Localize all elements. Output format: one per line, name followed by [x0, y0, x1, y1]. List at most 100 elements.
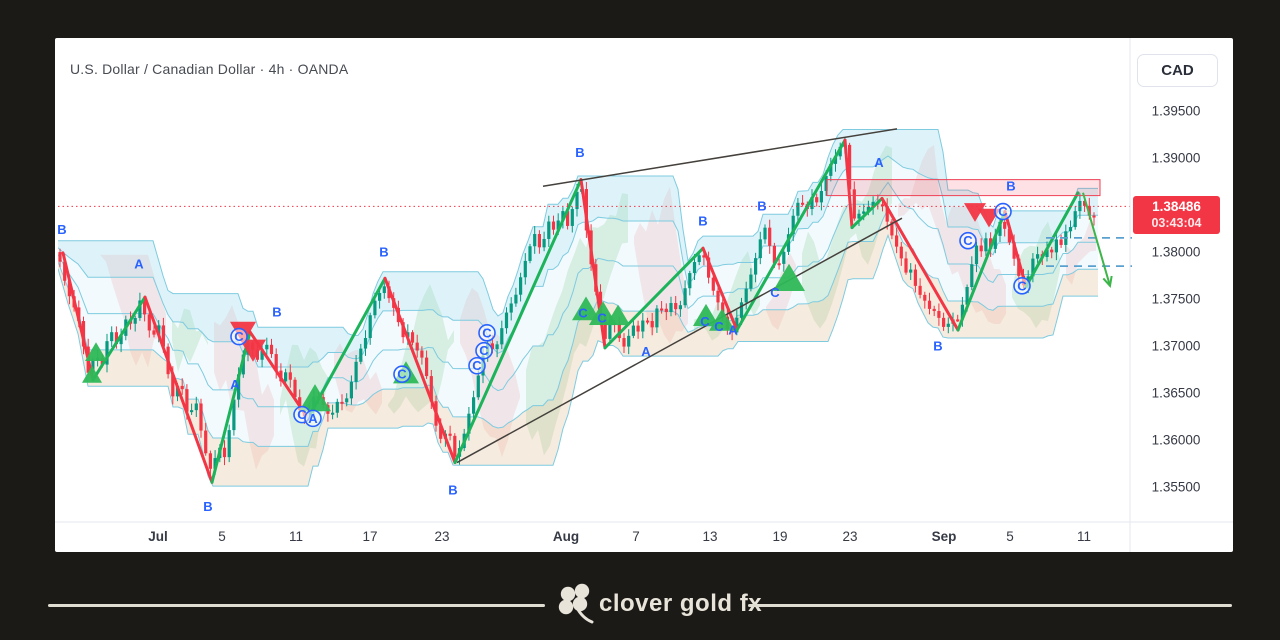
wave-label-c: C [475, 341, 493, 360]
time-tick-label: 11 [1077, 529, 1091, 544]
wave-label-c: C [770, 285, 780, 300]
wave-label-b: B [379, 245, 388, 260]
svg-text:A: A [308, 411, 318, 426]
time-tick-label: Aug [553, 529, 579, 544]
signal-markers [82, 203, 1000, 412]
svg-text:A: A [134, 257, 144, 272]
zigzag-waves [61, 138, 1080, 484]
svg-text:C: C [472, 358, 482, 373]
sell-signal-triangle [240, 339, 266, 362]
trendlines [456, 128, 903, 464]
svg-text:C: C [770, 285, 780, 300]
wave-label-c: C [393, 365, 411, 384]
svg-text:A: A [874, 155, 884, 170]
price-tick-label: 1.36000 [1152, 433, 1201, 448]
svg-text:C: C [700, 314, 710, 329]
wave-label-c: C [230, 327, 248, 346]
wave-label-c: C [597, 310, 607, 325]
wave-label-a: A [304, 409, 322, 428]
price-axis[interactable]: 1.39500 1.39000 1.38000 1.37500 1.37000 1.365… [1152, 104, 1201, 495]
time-tick-label: 23 [434, 529, 449, 544]
svg-text:B: B [448, 482, 457, 497]
buy-signal-triangle [773, 263, 805, 291]
svg-text:B: B [57, 222, 66, 237]
wave-label-b: B [1006, 179, 1015, 194]
svg-text:B: B [757, 198, 766, 213]
sell-signal-triangle [964, 203, 986, 222]
svg-text:B: B [575, 145, 584, 160]
buy-signal-triangle [693, 303, 719, 327]
svg-text:C: C [578, 306, 588, 321]
buy-signal-triangle [85, 342, 107, 361]
wave-label-a: A [641, 344, 651, 359]
wave-label-b: B [698, 213, 707, 228]
price-tick-label: 1.35500 [1152, 480, 1201, 495]
wave-label-b: B [448, 482, 457, 497]
svg-text:C: C [597, 310, 607, 325]
time-tick-label: Jul [148, 529, 168, 544]
buy-signal-triangle [82, 365, 102, 383]
last-price-value: 1.38486 [1152, 198, 1201, 214]
time-tick-label: 13 [702, 529, 717, 544]
buy-signal-triangle [572, 296, 600, 321]
price-tick-label: 1.39000 [1152, 151, 1201, 166]
svg-text:A: A [641, 344, 651, 359]
time-tick-label: Sep [932, 529, 957, 544]
bar-countdown: 03:43:04 [1151, 215, 1202, 230]
wave-label-b: B [575, 145, 584, 160]
svg-text:C: C [397, 367, 407, 382]
wave-label-c: C [578, 306, 588, 321]
svg-text:A: A [728, 323, 738, 338]
currency-button[interactable]: CAD [1137, 54, 1218, 87]
buy-signal-triangle [709, 308, 735, 331]
axes: 1.39500 1.39000 1.38000 1.37500 1.37000 1.365… [55, 38, 1233, 552]
time-tick-label: 7 [632, 529, 640, 544]
wave-label-a: A [728, 323, 738, 338]
svg-text:B: B [1006, 179, 1015, 194]
svg-text:C: C [297, 407, 307, 422]
clover-icon [558, 583, 594, 624]
buy-signal-triangle [606, 304, 630, 326]
divider-line-left [48, 604, 545, 607]
svg-text:B: B [698, 213, 707, 228]
chart-card [55, 38, 1233, 552]
brand-name: clover gold fx [599, 590, 763, 617]
time-tick-label: 5 [1006, 529, 1014, 544]
svg-text:B: B [272, 305, 281, 320]
price-tick-label: 1.38000 [1152, 245, 1201, 260]
svg-text:B: B [203, 499, 212, 514]
svg-text:B: B [933, 339, 942, 354]
price-tick-label: 1.37500 [1152, 292, 1201, 307]
time-axis[interactable]: Jul 5 11 17 23 Aug 7 13 19 23 Sep 5 11 [148, 529, 1091, 544]
wave-label-a: A [230, 377, 240, 392]
wave-label-a: A [134, 257, 144, 272]
svg-text:C: C [714, 319, 724, 334]
svg-text:C: C [479, 343, 489, 358]
wave-label-c: C [994, 202, 1012, 221]
time-tick-label: 23 [842, 529, 857, 544]
svg-text:C: C [482, 325, 492, 340]
wave-label-b: B [757, 198, 766, 213]
price-tick-label: 1.39500 [1152, 104, 1201, 119]
wave-label-b: B [933, 339, 942, 354]
wave-label-c: C [1013, 277, 1031, 295]
divider-line-right [748, 604, 1232, 607]
wave-label-c: C [700, 314, 710, 329]
last-price-badge: 1.38486 03:43:04 [1133, 196, 1220, 234]
wave-label-c: C [468, 356, 486, 375]
wave-label-a: A [874, 155, 884, 170]
time-tick-label: 19 [772, 529, 787, 544]
time-tick-label: 5 [218, 529, 226, 544]
wave-label-c: C [478, 324, 496, 342]
time-tick-label: 17 [362, 529, 377, 544]
svg-text:C: C [998, 204, 1008, 219]
branding-footer: clover gold fx [0, 580, 1280, 630]
svg-text:B: B [379, 245, 388, 260]
wave-label-b: B [57, 222, 66, 237]
symbol-title: U.S. Dollar / Canadian Dollar · 4h · OAN… [70, 61, 349, 77]
wave-label-b: B [203, 499, 212, 514]
wave-label-c: C [714, 319, 724, 334]
supply-zone [826, 179, 1101, 197]
